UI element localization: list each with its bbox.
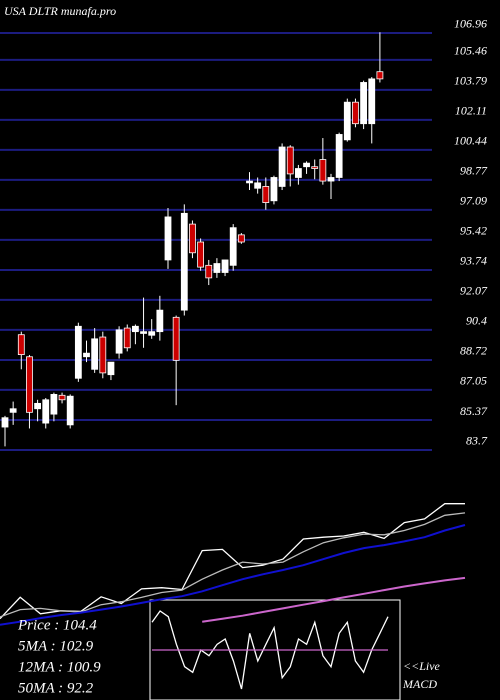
candle-body — [278, 146, 286, 187]
candle-body — [172, 316, 180, 361]
candle-body — [205, 264, 213, 279]
candle-body — [115, 329, 123, 354]
candle-body — [262, 186, 270, 203]
candle-body — [66, 395, 74, 426]
candle-body — [42, 399, 50, 424]
series-line — [0, 524, 466, 626]
candle-body — [156, 309, 164, 333]
candle-body — [213, 263, 221, 273]
series-line — [202, 576, 466, 623]
candle-body — [9, 408, 17, 413]
candle-body — [107, 361, 115, 376]
y-tick-label: 100.44 — [454, 134, 487, 148]
candle-body — [189, 223, 196, 254]
candle-body — [327, 177, 335, 182]
series-line — [151, 610, 389, 690]
candle-body — [303, 162, 310, 168]
candle-body — [34, 402, 41, 410]
candle-body — [376, 71, 384, 80]
live-label: <<Live — [403, 659, 441, 673]
y-tick-label: 98.77 — [460, 164, 488, 178]
candle-body — [91, 338, 99, 370]
y-tick-label: 106.96 — [454, 17, 487, 31]
candle-body — [197, 241, 205, 268]
candle-body — [17, 334, 25, 356]
candle-body — [123, 327, 131, 349]
candle-body — [1, 417, 9, 428]
candle-body — [148, 331, 156, 336]
series-line — [0, 503, 465, 620]
candle-body — [140, 331, 147, 334]
y-tick-label: 90.4 — [466, 314, 487, 328]
y-tick-label: 97.09 — [460, 194, 487, 208]
legend-label: 5MA : 102.9 — [18, 638, 94, 654]
macd-frame — [149, 599, 401, 700]
legend-label: 12MA : 100.9 — [18, 659, 101, 675]
y-tick-label: 87.05 — [460, 374, 487, 388]
candle-body — [99, 336, 107, 374]
candle-body — [237, 234, 245, 243]
y-tick-label: 102.11 — [455, 104, 487, 118]
candle-body — [294, 168, 302, 178]
candle-body — [254, 182, 262, 189]
y-tick-label: 92.07 — [460, 284, 488, 298]
candle-body — [286, 146, 294, 175]
y-tick-label: 93.74 — [460, 254, 487, 268]
candle-body — [131, 325, 139, 333]
y-tick-label: 83.7 — [466, 434, 488, 448]
candle-body — [221, 259, 229, 273]
candle-body — [26, 356, 33, 413]
legend-label: Price : 104.4 — [17, 617, 97, 633]
candle-body — [352, 101, 359, 125]
candle-body — [368, 78, 376, 125]
y-tick-label: 95.42 — [460, 224, 487, 238]
candle-body — [335, 134, 343, 178]
candle-body — [229, 227, 237, 266]
candle-body — [246, 180, 253, 184]
candle-body — [58, 394, 66, 401]
candle-body — [50, 394, 58, 415]
series-line — [0, 512, 466, 618]
legend-label: 50MA : 92.2 — [18, 680, 94, 696]
y-tick-label: 88.72 — [460, 344, 487, 358]
candle-body — [343, 101, 351, 141]
candle-body — [360, 82, 368, 125]
chart-title: USA DLTR munafa.pro — [4, 4, 116, 18]
candle-body — [319, 159, 327, 182]
candle-body — [74, 325, 82, 379]
candle-body — [164, 216, 172, 261]
candle-body — [270, 177, 278, 202]
macd-label: MACD — [402, 677, 437, 691]
candle-body — [180, 212, 188, 311]
candle-body — [83, 352, 90, 358]
y-tick-label: 85.37 — [460, 404, 488, 418]
y-tick-label: 103.79 — [454, 74, 487, 88]
candle-body — [311, 166, 319, 169]
y-tick-label: 105.46 — [454, 44, 487, 58]
